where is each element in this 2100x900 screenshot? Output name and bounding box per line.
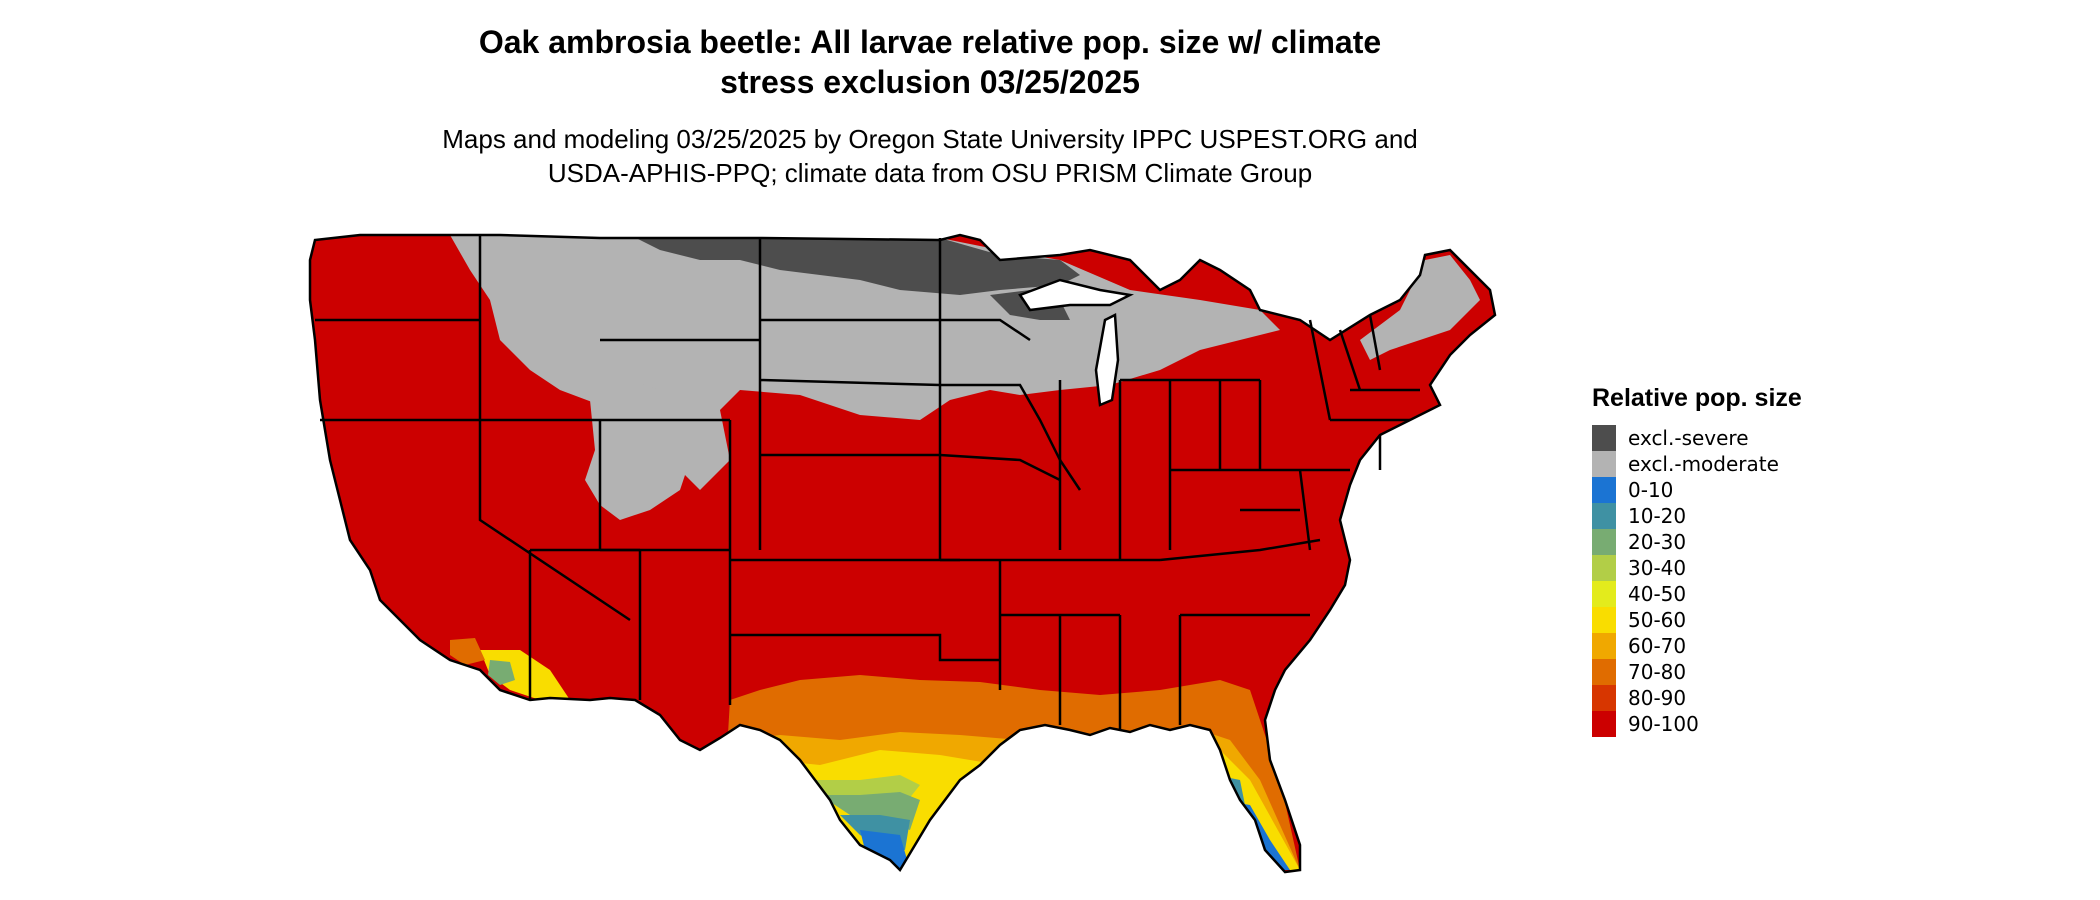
legend-label: 80-90 bbox=[1628, 686, 1687, 710]
legend: Relative pop. size excl.-severe excl.-mod… bbox=[1592, 384, 1802, 737]
legend-swatch bbox=[1592, 477, 1616, 503]
legend-item: 90-100 bbox=[1592, 711, 1802, 737]
map-title-line-1: Oak ambrosia beetle: All larvae relative… bbox=[478, 24, 1382, 60]
map-title-line-2: stress exclusion 03/25/2025 bbox=[720, 64, 1140, 100]
legend-swatch bbox=[1592, 581, 1616, 607]
legend-label: 60-70 bbox=[1628, 634, 1687, 658]
legend-item: 0-10 bbox=[1592, 477, 1802, 503]
legend-swatch bbox=[1592, 555, 1616, 581]
legend-label: 40-50 bbox=[1628, 582, 1687, 606]
us-map bbox=[308, 233, 1497, 874]
legend-swatch bbox=[1592, 711, 1616, 737]
lake-superior bbox=[1018, 278, 1134, 312]
map-subtitle: Maps and modeling 03/25/2025 by Oregon S… bbox=[380, 122, 1480, 190]
legend-item: excl.-severe bbox=[1592, 425, 1802, 451]
legend-item: 20-30 bbox=[1592, 529, 1802, 555]
legend-swatch bbox=[1592, 685, 1616, 711]
legend-swatch bbox=[1592, 529, 1616, 555]
zone-excl-moderate-rockies bbox=[585, 380, 690, 520]
state-boundaries bbox=[308, 233, 1497, 874]
legend-item: 30-40 bbox=[1592, 555, 1802, 581]
lake-michigan bbox=[1094, 313, 1120, 407]
legend-swatch bbox=[1592, 425, 1616, 451]
legend-label: 30-40 bbox=[1628, 556, 1687, 580]
zone-60-70 bbox=[740, 730, 1300, 870]
legend-item: 80-90 bbox=[1592, 685, 1802, 711]
legend-label: 10-20 bbox=[1628, 504, 1687, 528]
legend-title: Relative pop. size bbox=[1592, 384, 1802, 412]
zone-southwest-desert-orange bbox=[450, 638, 485, 665]
legend-swatch bbox=[1592, 503, 1616, 529]
legend-item: 70-80 bbox=[1592, 659, 1802, 685]
legend-label: 20-30 bbox=[1628, 530, 1687, 554]
legend-swatch bbox=[1592, 633, 1616, 659]
legend-item: 10-20 bbox=[1592, 503, 1802, 529]
legend-label: 70-80 bbox=[1628, 660, 1687, 684]
legend-label: 50-60 bbox=[1628, 608, 1687, 632]
zone-southwest-desert-green bbox=[488, 660, 515, 685]
legend-item: excl.-moderate bbox=[1592, 451, 1802, 477]
legend-item: 40-50 bbox=[1592, 581, 1802, 607]
legend-label: 90-100 bbox=[1628, 712, 1699, 736]
zone-70-80 bbox=[720, 675, 1300, 870]
legend-item: 50-60 bbox=[1592, 607, 1802, 633]
legend-label: excl.-moderate bbox=[1628, 452, 1779, 476]
zone-excl-severe-dakota-minnesota bbox=[630, 235, 1080, 295]
legend-item: 60-70 bbox=[1592, 633, 1802, 659]
great-lakes bbox=[1018, 278, 1134, 407]
map-subtitle-line-1: Maps and modeling 03/25/2025 by Oregon S… bbox=[442, 124, 1418, 154]
legend-swatch bbox=[1592, 451, 1616, 477]
legend-items: excl.-severe excl.-moderate 0-10 10-20 20-30… bbox=[1592, 425, 1802, 737]
legend-label: 0-10 bbox=[1628, 478, 1674, 502]
legend-swatch bbox=[1592, 659, 1616, 685]
legend-label: excl.-severe bbox=[1628, 426, 1749, 450]
legend-swatch bbox=[1592, 607, 1616, 633]
map-subtitle-line-2: USDA-APHIS-PPQ; climate data from OSU PR… bbox=[547, 158, 1313, 188]
map-title: Oak ambrosia beetle: All larvae relative… bbox=[380, 22, 1480, 102]
zone-excl-moderate-new-england bbox=[1360, 255, 1480, 360]
